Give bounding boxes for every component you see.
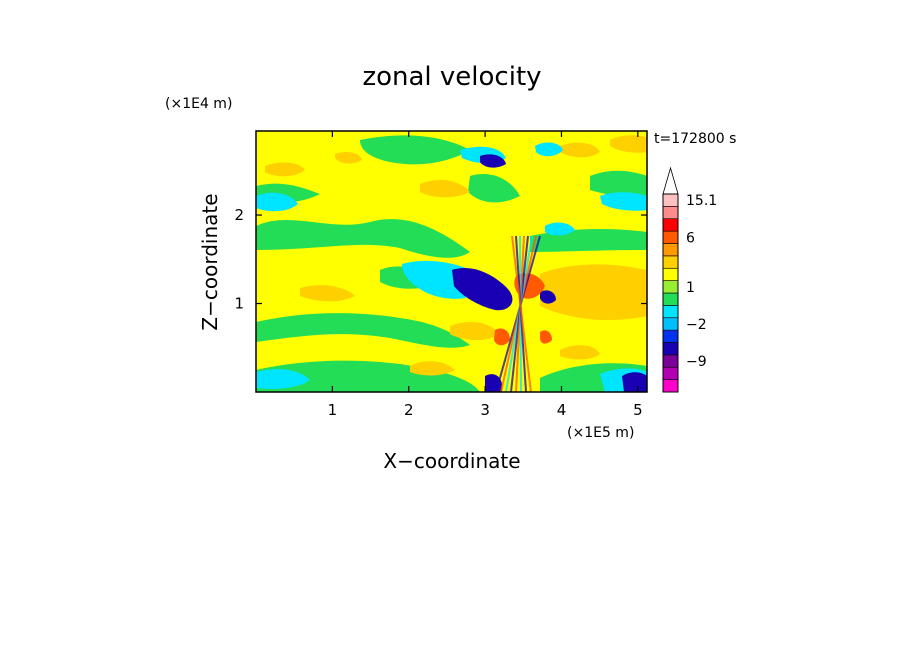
x-tick-label-4: 5 xyxy=(633,401,643,419)
contour-region-weak_positive-19 xyxy=(560,345,600,360)
contour-region-weak_positive-16 xyxy=(300,285,355,302)
colorbar-swatch-6 xyxy=(662,305,679,319)
x-tick-label-0: 1 xyxy=(328,401,338,419)
y-axis-unit: (×1E4 m) xyxy=(165,96,232,112)
colorbar-label-0: −9 xyxy=(686,354,707,370)
colorbar-swatch-11 xyxy=(662,243,679,257)
colorbar-swatch-9 xyxy=(662,267,679,281)
colorbar-label-3: 6 xyxy=(686,230,695,246)
colorbar-swatch-0 xyxy=(662,379,679,393)
contour-region-strong_positive-34 xyxy=(494,328,510,346)
colorbar-swatch-1 xyxy=(662,366,679,380)
x-axis-label: X−coordinate xyxy=(383,449,520,473)
contour-region-weak_negative-0 xyxy=(256,219,470,258)
colorbar-swatch-4 xyxy=(662,329,679,343)
contour-region-moderate_negative-24 xyxy=(600,192,647,211)
colorbar-swatch-3 xyxy=(662,342,679,356)
x-tick-label-1: 2 xyxy=(404,401,414,419)
y-axis-label: Z−coordinate xyxy=(198,193,222,330)
colorbar-swatch-12 xyxy=(662,230,679,244)
contour-region-weak_positive-11 xyxy=(335,152,362,164)
contour-region-strong_negative-28 xyxy=(452,267,513,311)
x-tick-label-2: 3 xyxy=(480,401,490,419)
colorbar-label-4: 15.1 xyxy=(686,193,717,209)
contour-region-weak_negative-8 xyxy=(590,170,647,197)
contour-region-moderate_negative-22 xyxy=(535,142,563,157)
colorbar-swatch-5 xyxy=(662,317,679,331)
contour-region-strong_negative-30 xyxy=(622,372,647,392)
chart-title: zonal velocity xyxy=(362,62,541,92)
contour-region-weak_negative-1 xyxy=(256,313,470,348)
velocity-field xyxy=(256,131,647,392)
contour-region-strong_negative-32 xyxy=(540,290,556,304)
colorbar-swatch-8 xyxy=(662,280,679,294)
colorbar-label-2: 1 xyxy=(686,280,695,296)
contour-region-weak_positive-15 xyxy=(610,135,647,153)
contour-region-weak_positive-14 xyxy=(560,142,600,158)
colorbar-swatch-14 xyxy=(662,206,679,220)
contour-region-strong_negative-29 xyxy=(480,154,506,168)
time-label: t=172800 s xyxy=(654,131,736,147)
colorbar-swatch-7 xyxy=(662,292,679,306)
contour-region-weak_positive-17 xyxy=(450,321,500,341)
contour-region-moderate_negative-20 xyxy=(256,192,298,212)
colorbar-swatch-10 xyxy=(662,255,679,269)
contour-region-weak_positive-18 xyxy=(410,361,455,376)
x-tick-label-3: 4 xyxy=(557,401,567,419)
colorbar: −9 −2 1 6 15.1 xyxy=(662,166,717,393)
contour-region-moderate_negative-27 xyxy=(545,222,575,236)
contour-region-weak_positive-12 xyxy=(540,264,647,321)
colorbar-label-1: −2 xyxy=(686,317,707,333)
contour-region-moderate_negative-25 xyxy=(256,369,310,390)
colorbar-swatch-15 xyxy=(662,193,679,207)
y-axis-ticks: 12 xyxy=(234,206,647,313)
contour-region-weak_positive-10 xyxy=(265,162,305,177)
contour-region-weak_negative-5 xyxy=(360,135,470,165)
colorbar-frame xyxy=(662,193,679,393)
contour-region-weak_negative-6 xyxy=(468,174,520,203)
plot-frame xyxy=(255,130,648,393)
colorbar-swatch-2 xyxy=(662,354,679,368)
x-axis-unit: (×1E5 m) xyxy=(567,425,634,441)
colorbar-swatch-13 xyxy=(662,218,679,232)
y-tick-label-0: 1 xyxy=(234,295,244,313)
contour-region-weak_positive-13 xyxy=(420,179,470,198)
contour-region-strong_positive-35 xyxy=(540,330,552,344)
x-axis-ticks: 1 2 3 4 5 xyxy=(328,131,643,419)
colorbar-extension-arrow xyxy=(662,166,679,195)
wave-streak-7 xyxy=(511,235,532,392)
y-tick-label-1: 2 xyxy=(234,206,244,224)
